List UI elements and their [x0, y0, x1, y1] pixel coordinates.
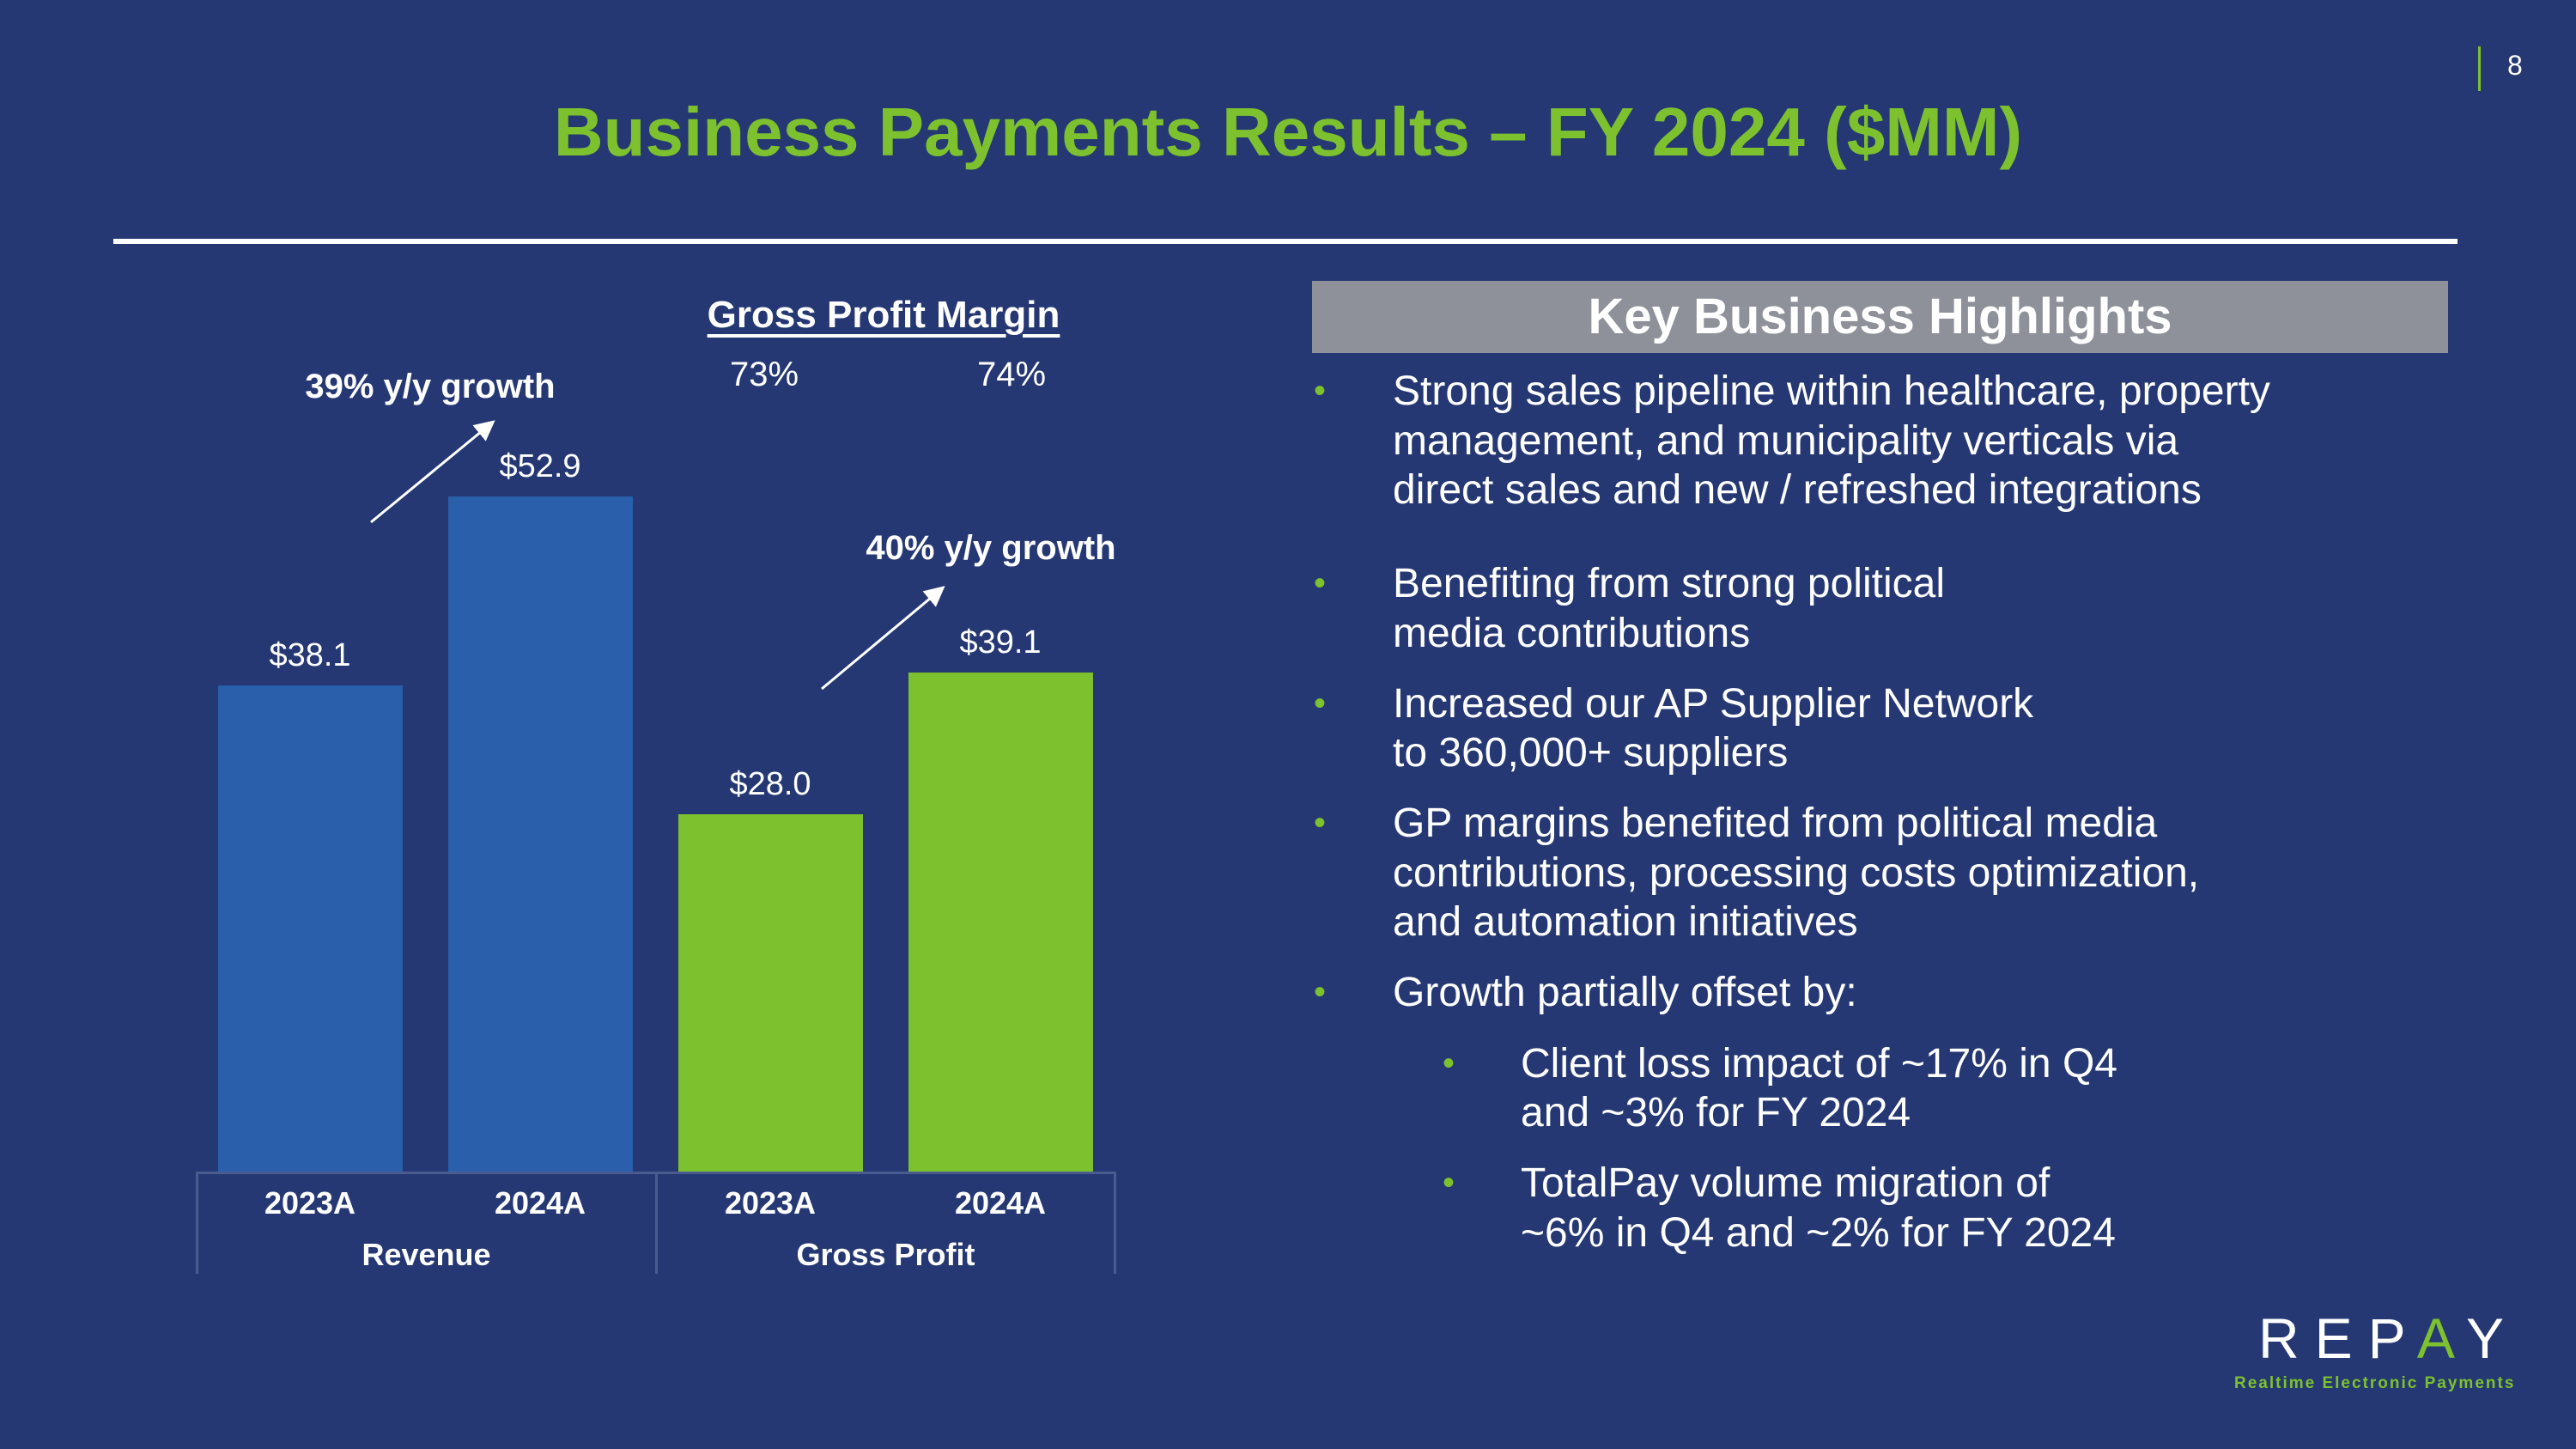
- arrow-up-icon: [821, 586, 945, 691]
- highlight-bullet-text: GP margins benefited from political medi…: [1393, 801, 2158, 846]
- highlight-sub-bullet-text: Client loss impact of ~17% in Q4: [1521, 1041, 2117, 1087]
- page-number-divider: [2478, 46, 2481, 91]
- slide-title: Business Payments Results – FY 2024 ($MM…: [553, 94, 2023, 170]
- axis-divider-left: [196, 1172, 198, 1274]
- axis-divider-right: [1114, 1172, 1116, 1274]
- gpm-2023: 73%: [729, 356, 799, 393]
- bar-2: [678, 813, 863, 1172]
- highlight-bullet-text: and automation initiatives: [1393, 899, 1858, 945]
- highlight-bullet-text: contributions, processing costs optimiza…: [1393, 850, 2200, 896]
- bar-0: [218, 685, 403, 1172]
- bullet-icon: •: [1314, 804, 1327, 842]
- title-divider: [113, 239, 2458, 244]
- category-label: 2024A: [494, 1185, 586, 1221]
- highlight-bullet-text: to 360,000+ suppliers: [1393, 730, 1789, 776]
- gpm-2024: 74%: [976, 356, 1047, 393]
- highlight-bullet-text: direct sales and new / refreshed integra…: [1393, 467, 2202, 513]
- highlight-bullet-text: Strong sales pipeline within healthcare,…: [1393, 368, 2270, 414]
- highlight-bullet-text: Growth partially offset by:: [1393, 970, 1857, 1015]
- axis-divider-middle: [655, 1172, 658, 1274]
- category-label: 2023A: [264, 1185, 356, 1221]
- group-label-gross-profit: Gross Profit: [796, 1237, 975, 1272]
- highlight-sub-bullet-text: ~6% in Q4 and ~2% for FY 2024: [1521, 1210, 2116, 1256]
- bullet-icon: •: [1443, 1164, 1455, 1202]
- highlight-bullet-text: Benefiting from strong political: [1393, 561, 1945, 606]
- growth-arrows: [370, 420, 945, 691]
- highlight-bullet-text: media contributions: [1393, 611, 1751, 656]
- bar-3: [908, 673, 1093, 1172]
- value-label: $38.1: [269, 636, 351, 673]
- page-number: 8: [2507, 50, 2523, 81]
- value-label: $52.9: [499, 448, 581, 484]
- bullet-icon: •: [1314, 564, 1327, 602]
- category-label: 2024A: [954, 1185, 1047, 1221]
- highlight-sub-bullet-text: and ~3% for FY 2024: [1521, 1090, 1911, 1135]
- key-highlights-header: Key Business Highlights: [1312, 281, 2448, 353]
- bullet-icon: •: [1314, 685, 1327, 722]
- revenue-growth-label: 39% y/y growth: [305, 368, 556, 405]
- highlight-bullet-text: management, and municipality verticals v…: [1393, 418, 2179, 464]
- value-label: $28.0: [729, 765, 811, 802]
- group-label-revenue: Revenue: [361, 1237, 491, 1272]
- arrow-up-icon: [370, 420, 495, 524]
- gross-profit-margin-title: Gross Profit Margin: [707, 294, 1060, 336]
- category-label: 2023A: [724, 1185, 817, 1221]
- value-label: $39.1: [959, 624, 1042, 661]
- bullet-icon: •: [1443, 1044, 1455, 1082]
- bullet-icon: •: [1314, 973, 1327, 1011]
- highlight-bullet-text: Increased our AP Supplier Network: [1393, 681, 2034, 727]
- bullet-icon: •: [1314, 372, 1327, 410]
- logo-tagline: Realtime Electronic Payments: [2234, 1374, 2516, 1392]
- bar-1: [448, 496, 633, 1172]
- gross-profit-growth-label: 40% y/y growth: [866, 529, 1116, 567]
- highlight-sub-bullet-text: TotalPay volume migration of: [1521, 1160, 2050, 1206]
- repay-logo: REPAY: [2258, 1306, 2519, 1370]
